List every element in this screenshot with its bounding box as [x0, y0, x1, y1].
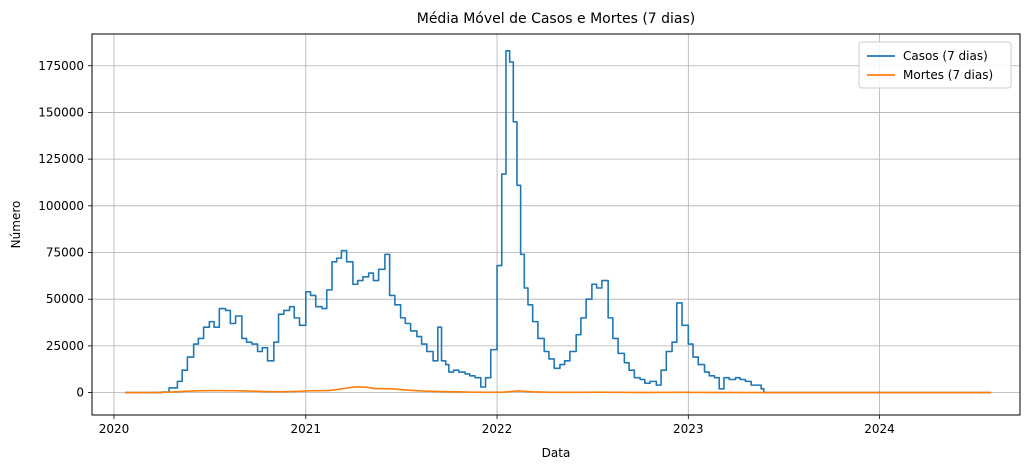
- legend: Casos (7 dias) Mortes (7 dias): [858, 41, 1012, 89]
- y-tick-label: 175000: [38, 59, 84, 73]
- legend-label: Casos (7 dias): [903, 49, 988, 63]
- legend-label: Mortes (7 dias): [903, 68, 993, 82]
- y-tick-label: 75000: [46, 246, 84, 260]
- plot-frame: [91, 33, 1021, 416]
- x-tick-label: 2020: [99, 422, 130, 436]
- series-line-mortes: [125, 386, 992, 394]
- y-tick-label: 25000: [46, 339, 84, 353]
- x-axis-label: Data: [542, 446, 571, 460]
- y-tick-label: 125000: [38, 152, 84, 166]
- ticks-layer: 2020 2021 2022 2023 2024 0 25000 50000 75000 1000…: [38, 59, 895, 436]
- x-tick-label: 2023: [673, 422, 704, 436]
- x-tick-label: 2024: [864, 422, 895, 436]
- y-tick-label: 150000: [38, 105, 84, 119]
- legend-box: [858, 41, 1012, 89]
- y-axis-label: Número: [9, 201, 23, 249]
- chart-title: Média Móvel de Casos e Mortes (7 dias): [417, 11, 696, 27]
- y-tick-label: 0: [76, 386, 84, 400]
- series-layer: [125, 50, 992, 394]
- grid-layer: [92, 34, 1020, 415]
- y-tick-label: 50000: [46, 292, 84, 306]
- x-tick-label: 2021: [291, 422, 322, 436]
- y-tick-label: 100000: [38, 199, 84, 213]
- x-tick-label: 2022: [482, 422, 513, 436]
- series-line-casos: [125, 50, 992, 394]
